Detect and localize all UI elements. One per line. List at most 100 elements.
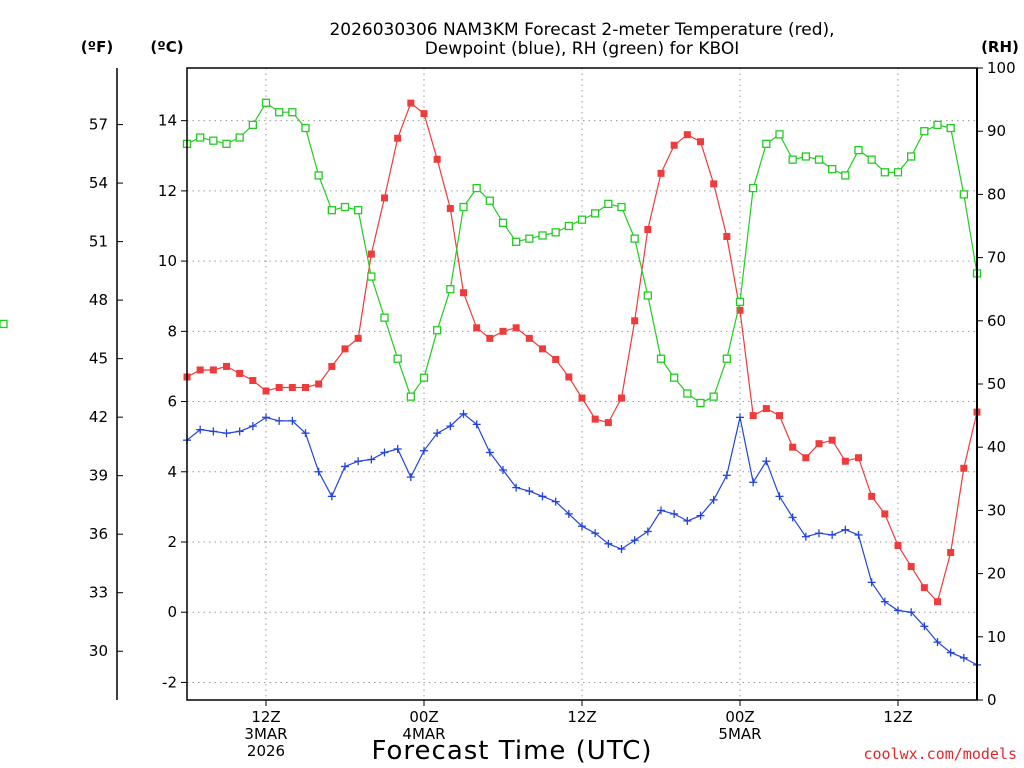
celsius-tick-label-7: 12 [158, 182, 177, 200]
chart-title-line-2: Dewpoint (blue), RH (green) for KBOI [425, 39, 739, 59]
rh-point-11 [327, 206, 336, 215]
dewpoint-point-32 [604, 539, 613, 548]
plot-frame [116, 67, 978, 701]
dewpoint-point-50 [841, 525, 850, 534]
x-axis-label: Forecast Time (UTC) [371, 736, 652, 766]
dewpoint-point-47 [801, 532, 810, 541]
temperature-point-13 [354, 334, 362, 342]
dewpoint-point-21 [459, 409, 468, 418]
series-line-1 [186, 413, 978, 666]
rh-point-25 [512, 237, 521, 246]
temperature-point-31 [591, 415, 599, 423]
dewpoint-point-57 [933, 638, 942, 647]
dewpoint-point-16 [393, 444, 402, 453]
dewpoint-point-41 [722, 471, 731, 480]
fahrenheit-tick-label-0: 30 [89, 642, 108, 660]
temperature-point-51 [855, 454, 862, 462]
dewpoint-point-31 [591, 529, 600, 538]
dewpoint-point-46 [788, 513, 797, 522]
rh-tick-label-5: 50 [987, 375, 1006, 393]
celsius-tick-label-1: 0 [167, 603, 177, 621]
dewpoint-point-43 [749, 478, 758, 487]
rh-point-55 [907, 152, 916, 161]
dewpoint-point-6 [262, 413, 270, 422]
dewpoint-point-33 [617, 545, 626, 554]
rh-point-17 [406, 392, 415, 401]
dewpoint-point-34 [630, 536, 639, 545]
dewpoint-point-45 [775, 492, 784, 501]
temperature-point-25 [512, 324, 520, 332]
temperature-point-10 [315, 380, 323, 388]
temperature-point-38 [683, 131, 691, 139]
dewpoint-point-19 [433, 429, 442, 438]
dewpoint-point-40 [709, 495, 718, 504]
celsius-tick-label-2: 2 [167, 533, 177, 551]
temperature-point-12 [341, 345, 349, 353]
fahrenheit-tick-label-9: 57 [89, 116, 108, 134]
dewpoint-point-1 [196, 425, 205, 434]
rh-point-44 [762, 139, 771, 148]
fahrenheit-tick-label-2: 36 [89, 525, 108, 543]
temperature-point-22 [473, 324, 481, 332]
dewpoint-point-14 [367, 455, 376, 464]
dewpoint-point-37 [670, 509, 679, 518]
temperature-point-27 [539, 345, 546, 353]
rh-point-3 [222, 139, 231, 148]
dewpoint-point-10 [314, 467, 323, 476]
dewpoint-point-3 [222, 429, 231, 438]
temperature-point-52 [868, 492, 876, 500]
temperature-point-30 [578, 394, 586, 402]
temperature-point-24 [499, 327, 507, 335]
temperature-point-33 [618, 394, 625, 402]
fahrenheit-tick-label-8: 54 [89, 174, 108, 192]
temperature-point-4 [236, 369, 244, 377]
temperature-point-50 [841, 457, 849, 465]
dewpoint-point-13 [354, 457, 363, 466]
rh-point-19 [433, 326, 442, 335]
rh-point-5 [248, 120, 257, 130]
rh-point-2 [209, 136, 218, 145]
series-layer [0, 98, 982, 669]
rh-point-23 [485, 196, 494, 205]
temperature-point-9 [302, 384, 309, 392]
rh-point-61 [0, 319, 8, 329]
rh-point-39 [696, 398, 705, 408]
dewpoint-point-53 [880, 597, 889, 606]
temperature-point-18 [420, 110, 428, 118]
temperature-point-1 [196, 366, 204, 374]
rh-point-48 [814, 155, 824, 164]
temperature-point-15 [381, 194, 388, 202]
temperature-point-42 [736, 306, 744, 314]
dewpoint-point-20 [446, 422, 455, 431]
rh-tick-label-9: 90 [987, 122, 1006, 140]
rh-tick-label-6: 60 [987, 312, 1006, 330]
dewpoint-point-11 [327, 492, 336, 501]
x-tick-label-3-0: 00Z [725, 708, 754, 726]
dewpoint-point-22 [472, 420, 481, 429]
temperature-point-39 [697, 138, 704, 146]
x-tick-label-0-1: 3MAR [244, 725, 287, 743]
fahrenheit-tick-label-3: 39 [89, 467, 108, 485]
rh-point-43 [749, 183, 758, 193]
rh-point-31 [591, 209, 600, 218]
dewpoint-point-5 [248, 422, 257, 431]
celsius-tick-label-6: 10 [158, 252, 177, 270]
rh-point-56 [920, 127, 929, 136]
temperature-point-28 [552, 355, 560, 363]
temperature-point-34 [631, 317, 639, 325]
temperature-point-26 [525, 334, 533, 342]
rh-axis-unit: (RH) [981, 38, 1019, 56]
rh-tick-label-3: 30 [987, 501, 1006, 519]
temperature-point-56 [920, 584, 928, 592]
temperature-point-49 [828, 436, 836, 444]
temperature-point-40 [710, 180, 718, 188]
temperature-point-36 [657, 169, 665, 177]
rh-point-40 [709, 392, 718, 401]
chart-title-line-1: 2026030306 NAM3KM Forecast 2-meter Tempe… [329, 20, 834, 40]
temperature-point-48 [815, 440, 823, 448]
rh-point-34 [630, 234, 639, 243]
temperature-point-32 [604, 419, 612, 427]
dewpoint-point-4 [235, 427, 244, 436]
x-tick-label-1-0: 00Z [409, 708, 438, 726]
